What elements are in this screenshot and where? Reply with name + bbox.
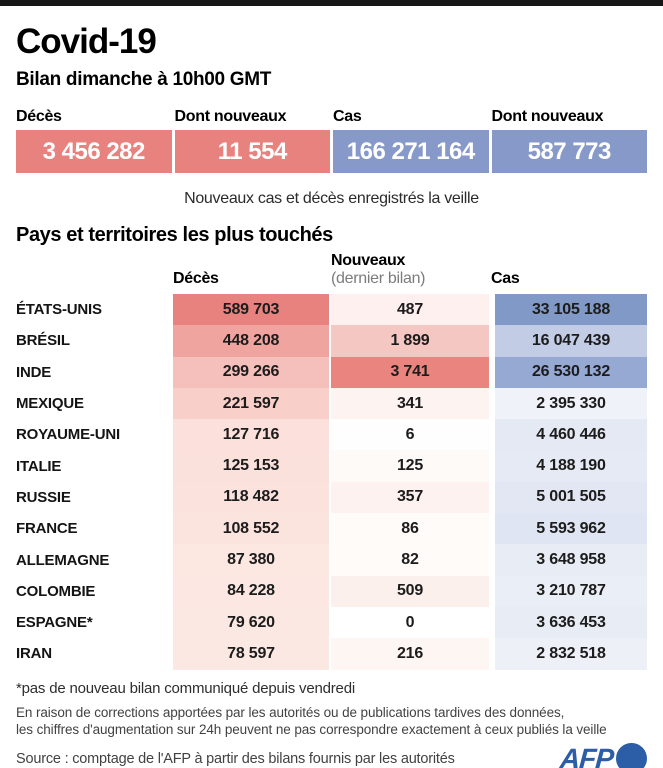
nouveaux-cell: 82 <box>331 544 489 576</box>
nouveaux-cell: 86 <box>331 513 489 545</box>
deces-cell: 589 703 <box>173 294 329 326</box>
cas-cell: 2 832 518 <box>491 638 647 670</box>
stats-note: Nouveaux cas et décès enregistrés la vei… <box>184 190 479 207</box>
table-row: INDE 299 266 3 741 26 530 132 <box>16 356 647 388</box>
table-row: ALLEMAGNE 87 380 82 3 648 958 <box>16 544 647 576</box>
cas-cell: 2 395 330 <box>491 387 647 420</box>
nouveaux-cell: 509 <box>331 575 489 607</box>
nouveaux-cell: 216 <box>331 638 489 670</box>
deces-cell: 118 482 <box>173 481 329 514</box>
country-label: ÉTATS-UNIS <box>16 301 102 319</box>
table-header: Décès Nouveaux (dernier bilan) Cas <box>16 252 647 288</box>
stat-cas-nouveaux: Dont nouveaux 587 773 <box>491 108 647 173</box>
deces-cell: 84 228 <box>173 575 329 607</box>
cas-cell: 16 047 439 <box>491 325 647 357</box>
country-label: MEXIQUE <box>16 395 84 413</box>
cas-cell: 5 001 505 <box>491 481 647 514</box>
cas-cell: 3 648 958 <box>491 544 647 576</box>
disclaimer-line-2: les chiffres d'augmentation sur 24h peuv… <box>16 721 607 737</box>
country-label: COLOMBIE <box>16 582 96 600</box>
column-header-deces: Décès <box>173 270 219 287</box>
report-datetime: Bilan dimanche à 10h00 GMT <box>16 69 272 90</box>
asterisk-footnote: *pas de nouveau bilan communiqué depuis … <box>16 679 355 697</box>
country-label: ALLEMAGNE <box>16 551 110 569</box>
column-header-nouveaux-sub: (dernier bilan) <box>331 270 426 287</box>
nouveaux-cell: 6 <box>331 419 489 451</box>
table-row: RUSSIE 118 482 357 5 001 505 <box>16 481 647 514</box>
top-border-bar <box>0 0 663 6</box>
infographic: Covid-19 Bilan dimanche à 10h00 GMT Décè… <box>0 22 663 768</box>
deces-cell: 127 716 <box>173 419 329 451</box>
table-row: ROYAUME-UNI 127 716 6 4 460 446 <box>16 419 647 451</box>
deces-cell: 87 380 <box>173 544 329 576</box>
stat-value-box: 3 456 282 <box>16 130 172 173</box>
source-row: Source : comptage de l'AFP à partir des … <box>16 743 647 768</box>
stat-value-box: 587 773 <box>491 130 647 173</box>
table-row: MEXIQUE 221 597 341 2 395 330 <box>16 387 647 420</box>
afp-logo-globe-icon <box>616 743 647 768</box>
nouveaux-cell: 357 <box>331 481 489 514</box>
nouveaux-cell: 0 <box>331 606 489 639</box>
country-label: INDE <box>16 363 52 381</box>
deces-cell: 79 620 <box>173 606 329 639</box>
country-label: ROYAUME-UNI <box>16 426 120 444</box>
deces-cell: 448 208 <box>173 325 329 357</box>
nouveaux-cell: 341 <box>331 387 489 420</box>
table-body: ÉTATS-UNIS 589 703 487 33 105 188 BRÉSIL 448 … <box>16 294 647 670</box>
column-header-cas: Cas <box>491 270 520 287</box>
stat-label: Dont nouveaux <box>174 108 287 125</box>
source-credit: Source : comptage de l'AFP à partir des … <box>16 750 455 767</box>
column-header-nouveaux: Nouveaux (dernier bilan) <box>331 252 489 288</box>
stat-value-box: 11 554 <box>174 130 330 173</box>
afp-logo: AFP <box>558 742 647 768</box>
table-row: ESPAGNE* 79 620 0 3 636 453 <box>16 606 647 639</box>
deces-cell: 78 597 <box>173 638 329 670</box>
table-row: ITALIE 125 153 125 4 188 190 <box>16 450 647 482</box>
page-title: Covid-19 <box>16 22 157 61</box>
stat-deces-nouveaux: Dont nouveaux 11 554 <box>174 108 330 173</box>
disclaimer-line-1: En raison de corrections apportées par l… <box>16 704 565 720</box>
cas-cell: 26 530 132 <box>491 356 647 388</box>
nouveaux-cell: 3 741 <box>331 356 489 388</box>
disclaimer-text: En raison de corrections apportées par l… <box>16 704 647 738</box>
country-label: RUSSIE <box>16 488 71 506</box>
cas-cell: 4 188 190 <box>491 450 647 482</box>
afp-logo-text: AFP <box>558 742 615 768</box>
deces-cell: 299 266 <box>173 356 329 388</box>
table-row: COLOMBIE 84 228 509 3 210 787 <box>16 575 647 607</box>
country-label: ITALIE <box>16 457 62 475</box>
cas-cell: 3 210 787 <box>491 575 647 607</box>
stat-cas: Cas 166 271 164 <box>333 108 489 173</box>
table-row: BRÉSIL 448 208 1 899 16 047 439 <box>16 325 647 357</box>
stat-label: Décès <box>16 108 62 125</box>
deces-cell: 221 597 <box>173 387 329 420</box>
cas-cell: 3 636 453 <box>491 606 647 639</box>
country-label: IRAN <box>16 645 52 663</box>
summary-stats: Décès 3 456 282 Dont nouveaux 11 554 Cas… <box>16 108 647 173</box>
deces-cell: 108 552 <box>173 513 329 545</box>
country-label: FRANCE <box>16 520 78 538</box>
stat-value-box: 166 271 164 <box>333 130 489 173</box>
table-row: ÉTATS-UNIS 589 703 487 33 105 188 <box>16 294 647 326</box>
table-row: IRAN 78 597 216 2 832 518 <box>16 638 647 670</box>
cas-cell: 5 593 962 <box>491 513 647 545</box>
cas-cell: 4 460 446 <box>491 419 647 451</box>
stat-label: Cas <box>333 108 362 125</box>
country-label: BRÉSIL <box>16 332 70 350</box>
stat-deces: Décès 3 456 282 <box>16 108 172 173</box>
nouveaux-cell: 487 <box>331 294 489 326</box>
section-title: Pays et territoires les plus touchés <box>16 224 333 246</box>
country-label: ESPAGNE* <box>16 614 93 632</box>
stat-label: Dont nouveaux <box>491 108 604 125</box>
nouveaux-cell: 1 899 <box>331 325 489 357</box>
column-header-nouveaux-main: Nouveaux <box>331 252 406 269</box>
nouveaux-cell: 125 <box>331 450 489 482</box>
deces-cell: 125 153 <box>173 450 329 482</box>
table-row: FRANCE 108 552 86 5 593 962 <box>16 513 647 545</box>
cas-cell: 33 105 188 <box>491 294 647 326</box>
